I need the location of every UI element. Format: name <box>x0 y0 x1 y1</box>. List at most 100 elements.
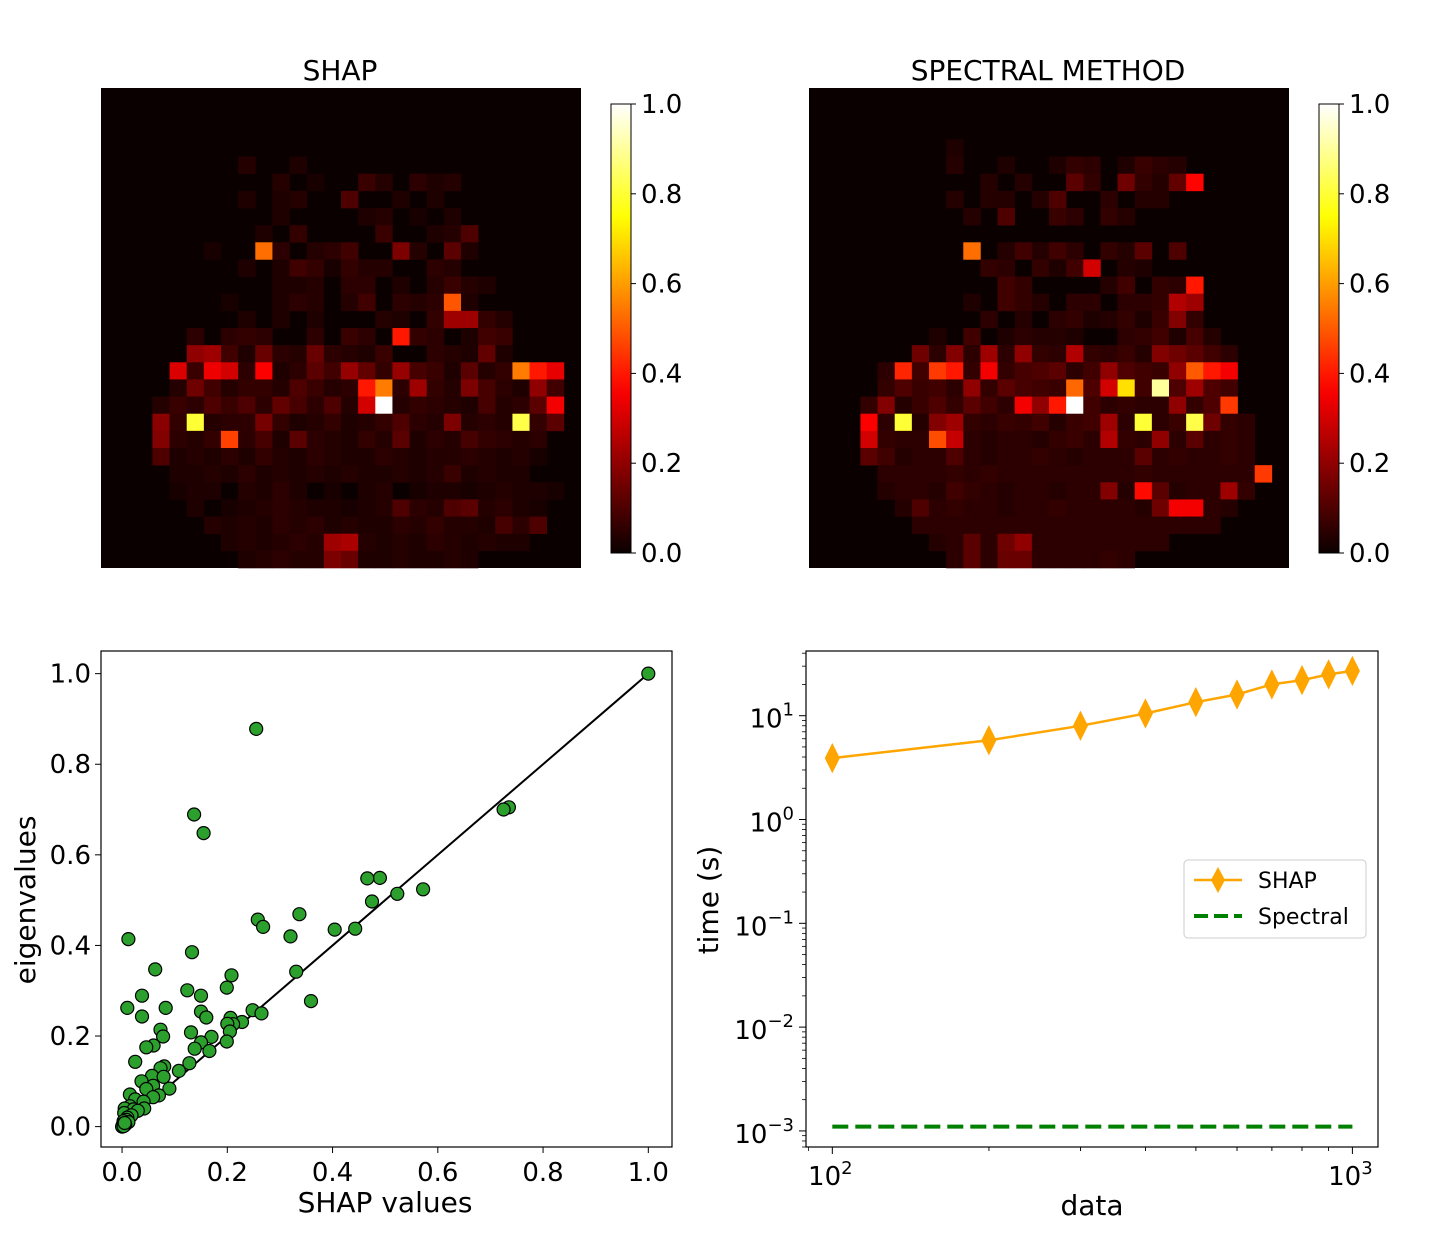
heatmap-cell <box>255 396 273 415</box>
heatmap-cell <box>1134 173 1153 192</box>
heatmap-cell <box>272 276 290 295</box>
heatmap-cell <box>1100 276 1118 295</box>
colorbar-tick-label: 0.8 <box>1349 180 1390 210</box>
heatmap-cell <box>1169 465 1187 483</box>
heatmap-cell <box>169 482 188 500</box>
heatmap-cell <box>877 430 896 449</box>
heatmap-cell <box>306 173 325 192</box>
heatmap-cell <box>392 379 410 397</box>
heatmap-cell <box>1186 482 1204 500</box>
heatmap-cell <box>221 345 239 363</box>
x-tick-label: 0.4 <box>312 1158 353 1188</box>
heatmap-cell <box>306 379 325 397</box>
heatmap-cell <box>341 465 359 483</box>
heatmap-cell <box>963 362 981 380</box>
heatmap-cell <box>238 413 256 432</box>
colorbar-tick-label: 1.0 <box>1349 90 1390 120</box>
heatmap-cell <box>1083 310 1101 329</box>
heatmap-cell <box>1134 345 1153 363</box>
heatmap-cell <box>238 310 256 329</box>
heatmap-cell <box>1049 533 1067 552</box>
scatter-point <box>162 1081 177 1096</box>
heatmap-cell <box>1066 499 1084 517</box>
heatmap-cell <box>409 465 428 483</box>
heatmap-cell <box>375 379 393 397</box>
heatmap-cell <box>1066 550 1084 569</box>
heatmap-cell <box>186 362 205 380</box>
heatmap-cell <box>289 345 308 363</box>
heatmap-cell <box>1083 173 1101 192</box>
heatmap-cell <box>1186 293 1204 312</box>
heatmap-cell <box>894 465 913 483</box>
x-tick-label: 0.8 <box>522 1158 563 1188</box>
heatmap-cell <box>203 396 222 415</box>
heatmap-cell <box>289 448 308 466</box>
heatmap-cell <box>238 533 256 552</box>
heatmap-cell <box>1117 208 1136 226</box>
heatmap-cell <box>1031 413 1050 432</box>
heatmap-cell <box>358 276 376 295</box>
heatmap-cell <box>392 516 410 535</box>
heatmap-cell <box>461 242 479 260</box>
heatmap-cell <box>894 499 913 517</box>
heatmap-cell <box>963 413 981 432</box>
heatmap-cell <box>186 328 205 346</box>
heatmap-cell <box>323 362 342 380</box>
heatmap-cell <box>997 345 1016 363</box>
heatmap-cell <box>860 396 878 415</box>
heatmap-cell <box>461 310 479 329</box>
heatmap-cell <box>1066 465 1084 483</box>
heatmap-cell <box>1100 465 1118 483</box>
x-tick-label: 1.0 <box>628 1158 669 1188</box>
scatter-point <box>183 1025 199 1040</box>
heatmap-cell <box>1083 413 1101 432</box>
timing-xlabel: data <box>1060 1189 1123 1222</box>
heatmap-cell <box>1100 396 1118 415</box>
heatmap-cell <box>409 208 428 226</box>
heatmap-cell <box>1014 482 1033 500</box>
heatmap-cell <box>877 379 896 397</box>
heatmap-cell <box>203 413 222 432</box>
heatmap-cell <box>1169 396 1187 415</box>
heatmap-cell <box>1117 310 1136 329</box>
heatmap-cell <box>1031 533 1050 552</box>
heatmap-cell <box>409 396 428 415</box>
heatmap-cell <box>1237 413 1256 432</box>
heatmap-cell <box>529 482 548 500</box>
heatmap-cell <box>1203 465 1221 483</box>
heatmap-cell <box>255 516 273 535</box>
heatmap-cell <box>1169 499 1187 517</box>
heatmap-cell <box>255 482 273 500</box>
scatter-point <box>199 1010 214 1025</box>
heatmap-cell <box>238 465 256 483</box>
heatmap-cell <box>255 328 273 346</box>
heatmap-cell <box>911 516 930 535</box>
heatmap-cell <box>1220 482 1238 500</box>
heatmap-cell <box>1117 448 1136 466</box>
heatmap-cell <box>946 516 964 535</box>
heatmap-cell <box>392 293 410 312</box>
heatmap-cell <box>323 259 342 277</box>
heatmap-cell <box>443 345 462 363</box>
heatmap-cell <box>272 550 290 569</box>
heatmap-cell <box>375 550 393 569</box>
heatmap-cell <box>1186 430 1204 449</box>
heatmap-cell <box>255 379 273 397</box>
heatmap-cell <box>1014 328 1033 346</box>
heatmap-cell <box>306 242 325 260</box>
heatmap-cell <box>877 465 896 483</box>
heatmap-cell <box>375 465 393 483</box>
heatmap-cell <box>409 430 428 449</box>
heatmap-cell <box>1220 465 1238 483</box>
heatmap-cell <box>512 499 530 517</box>
heatmap-cell <box>203 379 222 397</box>
heatmap-cell <box>306 499 325 517</box>
heatmap-cell <box>409 173 428 192</box>
heatmap-cell <box>169 448 188 466</box>
heatmap-cell <box>169 430 188 449</box>
heatmap-cell <box>1151 362 1170 380</box>
heatmap-cell <box>1100 499 1118 517</box>
timing-legend: SHAP Spectral <box>1183 859 1367 939</box>
heatmap-cell <box>1031 328 1050 346</box>
heatmap-cell <box>375 448 393 466</box>
